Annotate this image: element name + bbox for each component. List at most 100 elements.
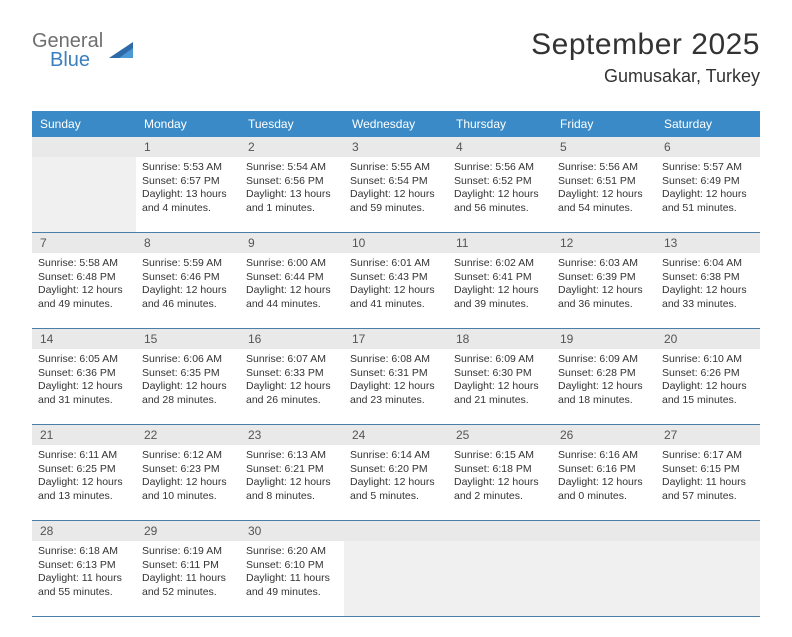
day1-text: Daylight: 12 hours	[558, 380, 650, 394]
calendar-cell	[344, 541, 448, 617]
sunset-text: Sunset: 6:25 PM	[38, 463, 130, 477]
day1-text: Daylight: 12 hours	[246, 380, 338, 394]
sunrise-text: Sunrise: 6:08 AM	[350, 353, 442, 367]
calendar-cell	[552, 541, 656, 617]
day-number: 15	[136, 329, 240, 349]
day-number-row: 282930	[32, 521, 760, 541]
day1-text: Daylight: 12 hours	[38, 284, 130, 298]
sunrise-text: Sunrise: 5:54 AM	[246, 161, 338, 175]
calendar-cell: Sunrise: 5:58 AMSunset: 6:48 PMDaylight:…	[32, 253, 136, 329]
day2-text: and 55 minutes.	[38, 586, 130, 600]
day-header-row: Sunday Monday Tuesday Wednesday Thursday…	[32, 111, 760, 137]
sunrise-text: Sunrise: 6:11 AM	[38, 449, 130, 463]
sunset-text: Sunset: 6:36 PM	[38, 367, 130, 381]
day-number: 5	[552, 137, 656, 157]
calendar-cell: Sunrise: 5:56 AMSunset: 6:52 PMDaylight:…	[448, 157, 552, 233]
day-number: 6	[656, 137, 760, 157]
day2-text: and 10 minutes.	[142, 490, 234, 504]
page: General Blue September 2025 Gumusakar, T…	[0, 0, 792, 637]
sunrise-text: Sunrise: 6:19 AM	[142, 545, 234, 559]
day-number: 20	[656, 329, 760, 349]
sunset-text: Sunset: 6:54 PM	[350, 175, 442, 189]
day2-text: and 5 minutes.	[350, 490, 442, 504]
day2-text: and 57 minutes.	[662, 490, 754, 504]
sunrise-text: Sunrise: 6:10 AM	[662, 353, 754, 367]
sunset-text: Sunset: 6:15 PM	[662, 463, 754, 477]
day1-text: Daylight: 12 hours	[558, 284, 650, 298]
day-number: 17	[344, 329, 448, 349]
day2-text: and 1 minutes.	[246, 202, 338, 216]
day-number: 3	[344, 137, 448, 157]
day1-text: Daylight: 12 hours	[558, 476, 650, 490]
day-number: 25	[448, 425, 552, 445]
day-number: 21	[32, 425, 136, 445]
sunrise-text: Sunrise: 6:07 AM	[246, 353, 338, 367]
week-row: Sunrise: 5:58 AMSunset: 6:48 PMDaylight:…	[32, 253, 760, 329]
day-number-row: 78910111213	[32, 233, 760, 253]
sunrise-text: Sunrise: 5:58 AM	[38, 257, 130, 271]
sunrise-text: Sunrise: 6:20 AM	[246, 545, 338, 559]
day2-text: and 49 minutes.	[38, 298, 130, 312]
day2-text: and 41 minutes.	[350, 298, 442, 312]
calendar-cell: Sunrise: 6:04 AMSunset: 6:38 PMDaylight:…	[656, 253, 760, 329]
day1-text: Daylight: 12 hours	[350, 476, 442, 490]
sunrise-text: Sunrise: 5:55 AM	[350, 161, 442, 175]
day1-text: Daylight: 12 hours	[142, 284, 234, 298]
day-number	[656, 521, 760, 541]
calendar-cell: Sunrise: 6:14 AMSunset: 6:20 PMDaylight:…	[344, 445, 448, 521]
day1-text: Daylight: 12 hours	[38, 476, 130, 490]
day2-text: and 46 minutes.	[142, 298, 234, 312]
day1-text: Daylight: 12 hours	[246, 476, 338, 490]
day2-text: and 26 minutes.	[246, 394, 338, 408]
sunset-text: Sunset: 6:30 PM	[454, 367, 546, 381]
sunrise-text: Sunrise: 6:06 AM	[142, 353, 234, 367]
day-number: 2	[240, 137, 344, 157]
calendar-cell: Sunrise: 6:03 AMSunset: 6:39 PMDaylight:…	[552, 253, 656, 329]
sunrise-text: Sunrise: 6:14 AM	[350, 449, 442, 463]
sunrise-text: Sunrise: 6:05 AM	[38, 353, 130, 367]
day1-text: Daylight: 12 hours	[350, 380, 442, 394]
title-block: September 2025 Gumusakar, Turkey	[531, 28, 760, 87]
day-number: 29	[136, 521, 240, 541]
day2-text: and 33 minutes.	[662, 298, 754, 312]
page-title: September 2025	[531, 28, 760, 62]
day-number: 13	[656, 233, 760, 253]
day-number	[448, 521, 552, 541]
calendar-cell: Sunrise: 6:08 AMSunset: 6:31 PMDaylight:…	[344, 349, 448, 425]
day-number: 12	[552, 233, 656, 253]
day-number: 27	[656, 425, 760, 445]
day-header: Saturday	[656, 111, 760, 137]
day-number: 23	[240, 425, 344, 445]
day-number: 9	[240, 233, 344, 253]
calendar-cell: Sunrise: 6:13 AMSunset: 6:21 PMDaylight:…	[240, 445, 344, 521]
sunrise-text: Sunrise: 6:17 AM	[662, 449, 754, 463]
day1-text: Daylight: 12 hours	[454, 284, 546, 298]
sunset-text: Sunset: 6:49 PM	[662, 175, 754, 189]
sunset-text: Sunset: 6:48 PM	[38, 271, 130, 285]
day1-text: Daylight: 12 hours	[662, 284, 754, 298]
sunset-text: Sunset: 6:18 PM	[454, 463, 546, 477]
calendar-cell: Sunrise: 6:10 AMSunset: 6:26 PMDaylight:…	[656, 349, 760, 425]
calendar-cell: Sunrise: 6:09 AMSunset: 6:28 PMDaylight:…	[552, 349, 656, 425]
sunset-text: Sunset: 6:26 PM	[662, 367, 754, 381]
sunrise-text: Sunrise: 6:00 AM	[246, 257, 338, 271]
sunrise-text: Sunrise: 6:04 AM	[662, 257, 754, 271]
sunset-text: Sunset: 6:52 PM	[454, 175, 546, 189]
sunset-text: Sunset: 6:51 PM	[558, 175, 650, 189]
day1-text: Daylight: 12 hours	[350, 284, 442, 298]
calendar-cell: Sunrise: 6:00 AMSunset: 6:44 PMDaylight:…	[240, 253, 344, 329]
sunrise-text: Sunrise: 5:59 AM	[142, 257, 234, 271]
day2-text: and 15 minutes.	[662, 394, 754, 408]
sunrise-text: Sunrise: 6:09 AM	[454, 353, 546, 367]
sunrise-text: Sunrise: 5:53 AM	[142, 161, 234, 175]
day2-text: and 8 minutes.	[246, 490, 338, 504]
day-number-row: 21222324252627	[32, 425, 760, 445]
day-number: 24	[344, 425, 448, 445]
day2-text: and 13 minutes.	[38, 490, 130, 504]
day2-text: and 49 minutes.	[246, 586, 338, 600]
day-number: 8	[136, 233, 240, 253]
header: General Blue September 2025 Gumusakar, T…	[32, 28, 760, 87]
day1-text: Daylight: 13 hours	[142, 188, 234, 202]
page-subtitle: Gumusakar, Turkey	[531, 66, 760, 87]
day2-text: and 18 minutes.	[558, 394, 650, 408]
